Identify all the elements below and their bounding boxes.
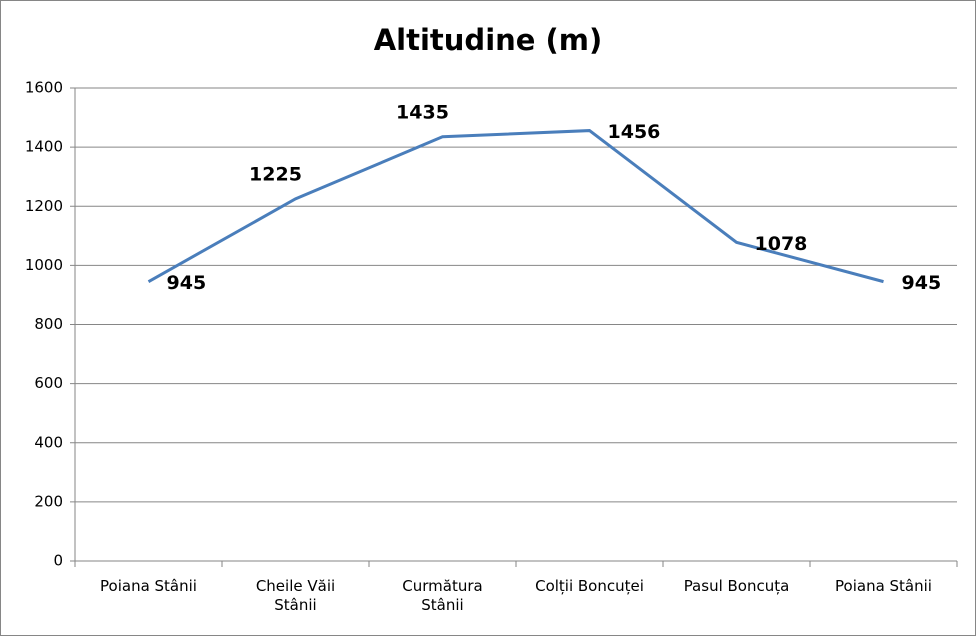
x-tick-label: Curmătura Stânii [402,577,483,614]
data-label: 1225 [249,163,302,185]
y-tick-label: 1400 [25,138,63,156]
y-tick-label: 1000 [25,256,63,274]
x-tick-label: Colții Boncuței [535,577,644,595]
y-tick-label: 1600 [25,79,63,97]
line [147,129,884,284]
data-label: 1078 [755,233,808,255]
y-tick-label: 1200 [25,197,63,215]
data-label: 945 [167,272,207,294]
x-tick-label: Poiana Stânii [100,577,197,595]
x-tick-label: Poiana Stânii [835,577,932,595]
y-tick-label: 800 [34,315,63,333]
x-tick-label: Cheile Văii Stânii [255,577,336,614]
y-tick-label: 200 [34,492,63,510]
y-tick-label: 0 [53,552,63,570]
data-label: 1456 [608,121,661,143]
chart-title: Altitudine (m) [374,23,603,57]
y-tick-label: 400 [34,433,63,451]
y-tick-label: 600 [34,374,63,392]
data-label: 1435 [396,101,449,123]
data-label: 945 [902,272,942,294]
x-tick-label: Pasul Boncuța [683,577,790,595]
